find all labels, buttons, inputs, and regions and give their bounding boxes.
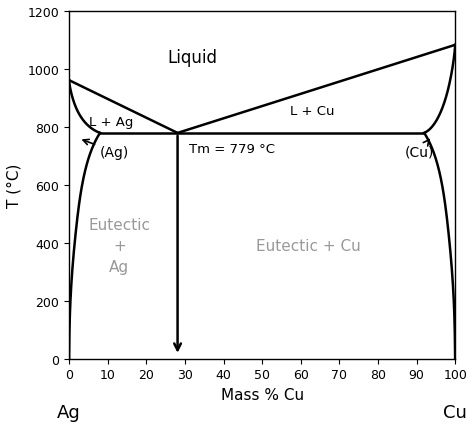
Text: (Cu): (Cu) [405,140,434,159]
Text: Eutectic
+
Ag: Eutectic + Ag [88,218,150,274]
X-axis label: Mass % Cu: Mass % Cu [220,387,304,402]
Text: Ag: Ag [57,403,81,421]
Text: Eutectic + Cu: Eutectic + Cu [256,239,361,253]
Text: L + Cu: L + Cu [290,105,335,118]
Text: (Ag): (Ag) [83,140,129,159]
Y-axis label: T (°C): T (°C) [7,163,22,207]
Text: Liquid: Liquid [168,49,218,67]
Text: L + Ag: L + Ag [90,115,134,128]
Text: Cu: Cu [443,403,467,421]
Text: Tm = 779 °C: Tm = 779 °C [189,143,275,155]
